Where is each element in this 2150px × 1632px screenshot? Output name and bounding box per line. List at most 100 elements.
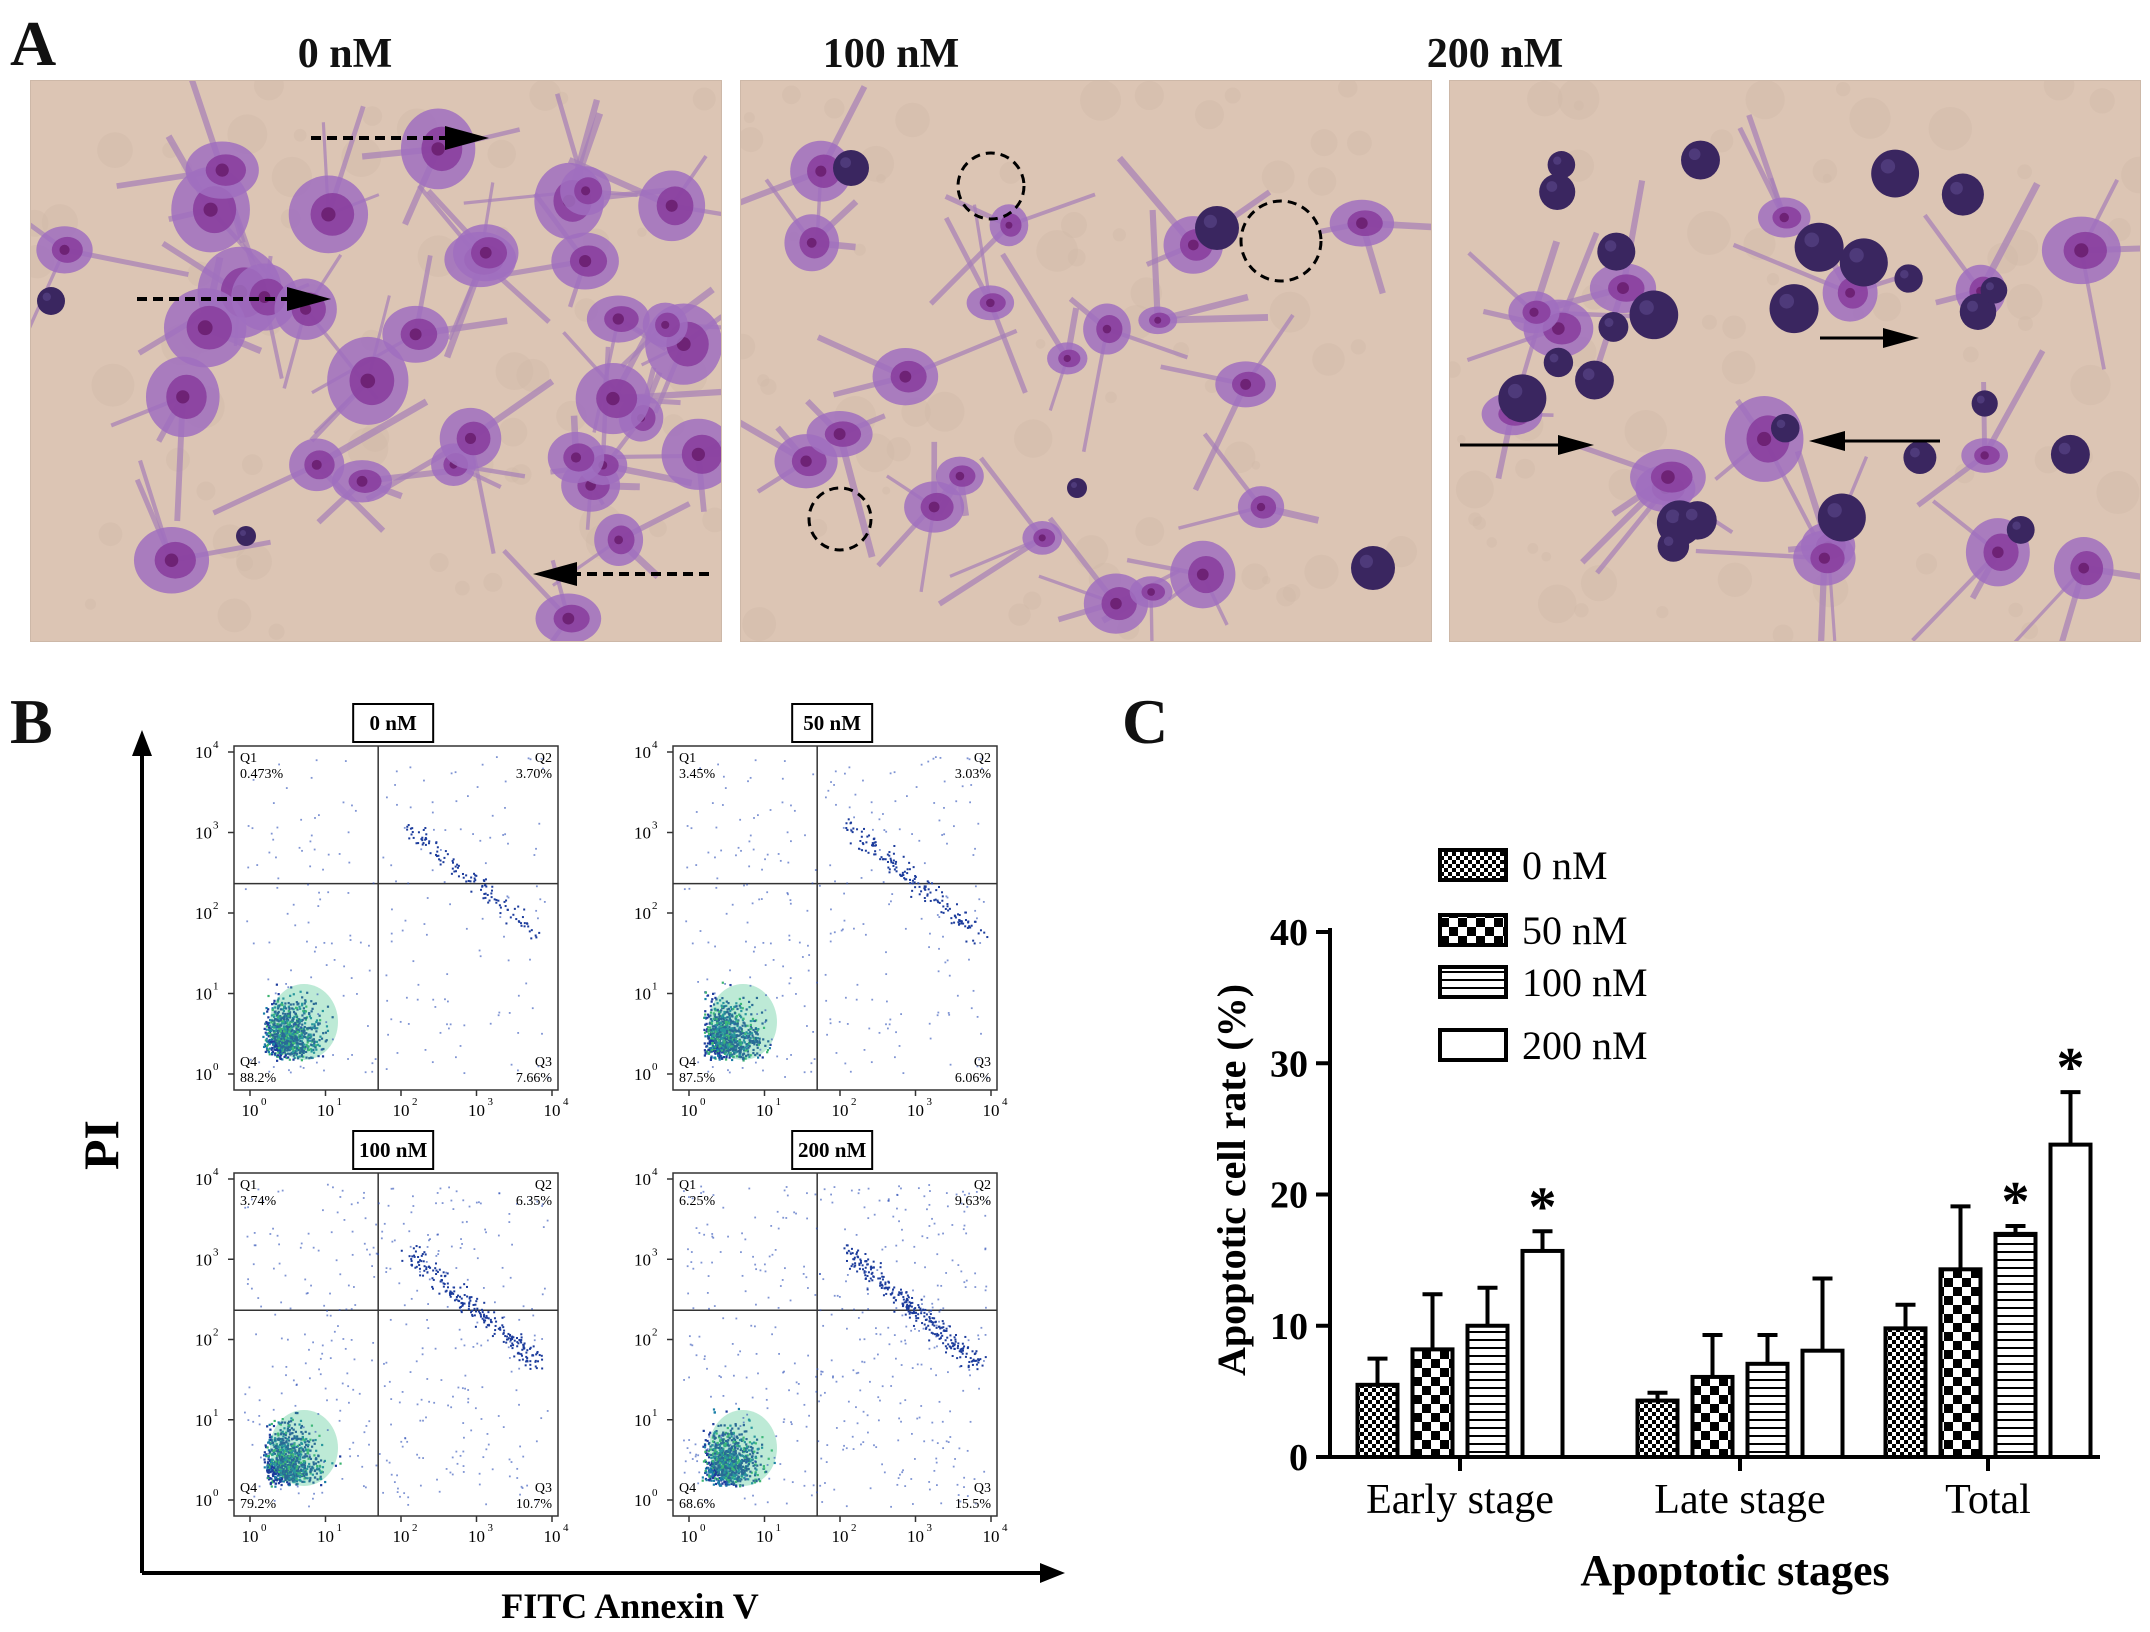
flow-y-tick-label: 10 [634,1411,651,1430]
flow-x-tick-label: 10 [393,1527,410,1546]
flow-x-tick-exponent: 1 [776,1522,782,1534]
flow-plot-title: 50 nM [803,711,861,735]
flow-y-tick-label: 10 [634,824,651,843]
flow-y-tick-label: 10 [634,1250,651,1269]
quadrant-q4-name: Q4 [240,1481,257,1496]
quadrant-q4-name: Q4 [679,1481,696,1496]
bar-x-tick-label: Total [1945,1477,2031,1523]
quadrant-q1-name: Q1 [679,751,696,766]
flow-y-tick-label: 10 [634,1065,651,1084]
flow-y-tick-label: 10 [195,1491,212,1510]
flow-x-tick-exponent: 4 [563,1522,569,1534]
bar-y-tick-label: 20 [1270,1175,1308,1217]
micrograph-0nm [30,80,722,642]
bar-y-tick-label: 30 [1270,1043,1308,1085]
flow-y-tick-label: 10 [634,985,651,1004]
quadrant-q3-name: Q3 [974,1055,991,1070]
quadrant-q1-name: Q1 [679,1178,696,1193]
flow-y-tick-exponent: 3 [213,820,219,832]
quadrant-q2-name: Q2 [974,751,991,766]
flow-x-tick-exponent: 2 [851,1522,857,1534]
flow-y-tick-exponent: 0 [652,1487,658,1499]
flow-y-tick-label: 10 [195,985,212,1004]
flow-y-tick-exponent: 1 [213,1407,219,1419]
quadrant-q3-value: 7.66% [516,1071,553,1086]
flow-plot-title-box [791,703,874,743]
quadrant-q4-value: 87.5% [679,1071,716,1086]
micrograph-100nm-image [741,81,1431,641]
quadrant-q4-value: 88.2% [240,1071,277,1086]
bar-3-0 [1520,1248,1565,1459]
bar-2-1 [1745,1361,1790,1459]
bar-x-tick-label: Early stage [1366,1477,1554,1523]
flow-y-tick-exponent: 3 [213,1246,219,1258]
flow-x-tick-label: 10 [468,1101,485,1120]
quadrant-q4-value: 68.6% [679,1497,716,1512]
flow-y-tick-label: 10 [195,1331,212,1350]
bar-3-1 [1800,1348,1845,1459]
flow-x-tick-exponent: 0 [261,1522,267,1534]
quadrant-q1-value: 3.74% [240,1194,277,1209]
flow-x-tick-label: 10 [832,1527,849,1546]
flow-x-tick-label: 10 [756,1101,773,1120]
flow-x-tick-label: 10 [393,1101,410,1120]
bar-0-2 [1883,1326,1928,1459]
flow-x-tick-exponent: 4 [563,1096,569,1108]
flow-x-tick-label: 10 [907,1101,924,1120]
bar-y-tick-label: 40 [1270,912,1308,954]
flow-x-tick-exponent: 0 [261,1096,267,1108]
flow-x-tick-label: 10 [756,1527,773,1546]
flow-y-tick-label: 10 [195,904,212,923]
flow-x-tick-label: 10 [242,1527,259,1546]
micrograph-title-0nm: 0 nM [297,31,393,77]
legend-swatch-1 [1438,913,1508,947]
bar-2-0 [1465,1323,1510,1459]
flow-outer-axes [132,730,1065,1583]
flow-y-tick-label: 10 [195,1250,212,1269]
bar-1-0 [1410,1347,1455,1459]
flow-y-tick-exponent: 3 [652,1246,658,1258]
bar-0-1 [1635,1398,1680,1459]
legend-label-0: 0 nM [1522,843,1608,888]
flow-y-tick-exponent: 4 [213,739,219,751]
quadrant-q4-name: Q4 [679,1055,696,1070]
quadrant-q3-value: 15.5% [955,1497,992,1512]
flow-plot-title: 0 nM [370,711,417,735]
flow-x-tick-exponent: 0 [700,1522,706,1534]
flow-x-tick-label: 10 [544,1527,561,1546]
significance-marker: * [2057,1037,2085,1099]
flow-y-tick-exponent: 4 [213,1166,219,1178]
significance-marker: * [2002,1171,2030,1233]
flow-y-tick-exponent: 3 [652,820,658,832]
flow-x-tick-exponent: 3 [927,1096,933,1108]
flow-x-tick-label: 10 [983,1527,1000,1546]
flow-x-tick-label: 10 [544,1101,561,1120]
bar-y-axis-label: Apoptotic cell rate (%) [1209,984,1254,1376]
flow-y-tick-label: 10 [634,743,651,762]
bar-3-2 [2048,1142,2093,1459]
flow-y-tick-exponent: 1 [652,1407,658,1419]
bar-y-tick-label: 0 [1289,1437,1308,1479]
flow-y-tick-exponent: 0 [652,1061,658,1073]
bar-x-tick-label: Late stage [1654,1477,1825,1523]
quadrant-q3-value: 10.7% [516,1497,553,1512]
flow-x-tick-exponent: 2 [851,1096,857,1108]
flow-x-tick-label: 10 [681,1101,698,1120]
flow-x-tick-label: 10 [907,1527,924,1546]
legend-label-2: 100 nM [1522,960,1648,1005]
flow-x-tick-label: 10 [832,1101,849,1120]
flow-x-tick-exponent: 1 [337,1522,343,1534]
flow-x-tick-exponent: 2 [412,1522,418,1534]
flow-y-tick-exponent: 2 [213,900,219,912]
quadrant-q2-value: 3.70% [516,767,553,782]
bar-0-0 [1355,1382,1400,1459]
flow-y-tick-exponent: 0 [213,1061,219,1073]
quadrant-q2-name: Q2 [535,1178,552,1193]
flow-plot-title: 100 nM [359,1138,427,1162]
flow-y-tick-label: 10 [195,824,212,843]
flow-y-tick-exponent: 2 [213,1327,219,1339]
bar-2-2 [1993,1231,2038,1459]
flow-y-tick-label: 10 [634,904,651,923]
